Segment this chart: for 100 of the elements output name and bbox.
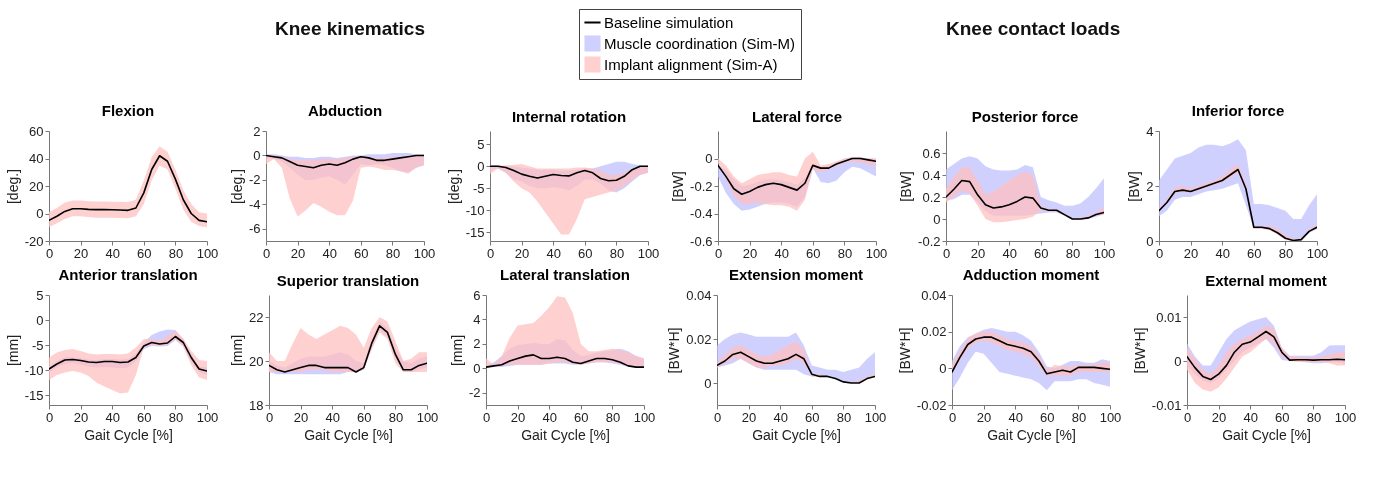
y-axis-title: [BW]	[670, 171, 687, 202]
legend-label: Baseline simulation	[604, 13, 734, 31]
y-axis-title: [deg.]	[4, 168, 21, 205]
x-tick-label: 80	[385, 245, 401, 261]
x-tick-label: 80	[836, 409, 852, 425]
chart-title: Flexion	[101, 102, 155, 119]
y-tick-label: 5	[477, 136, 485, 152]
x-tick-label: 60	[1034, 245, 1049, 261]
x-tick-label: 20	[970, 245, 986, 261]
y-tick-label: 0	[939, 360, 947, 376]
y-tick-label: -15	[465, 224, 485, 240]
x-tick-label: 40	[1243, 409, 1258, 425]
y-tick-label: -0.2	[918, 233, 941, 249]
x-axis-title: Gait Cycle [%]	[84, 426, 173, 443]
x-tick-label: 40	[773, 409, 788, 425]
y-tick-label: 0	[704, 375, 712, 391]
y-axis-title: [mm]	[229, 334, 246, 367]
x-tick-label: 40	[105, 409, 120, 425]
chart-title: Inferior force	[1191, 102, 1285, 119]
y-tick-label: 0	[705, 151, 713, 166]
x-tick-label: 80	[388, 409, 404, 425]
x-tick-label: 0	[1183, 409, 1192, 425]
y-axis-title: [BW*H]	[896, 327, 913, 374]
y-tick-label: -15	[24, 387, 44, 403]
x-tick-label: 40	[1215, 245, 1230, 261]
y-tick-label: 2	[1146, 178, 1154, 194]
y-tick-label: 20	[249, 353, 264, 369]
x-axis-title: Gait Cycle [%]	[987, 426, 1076, 443]
y-tick-label: 60	[29, 123, 44, 139]
y-tick-label: 18	[249, 397, 264, 413]
x-tick-label: 40	[325, 409, 340, 425]
x-tick-label: 100	[633, 409, 656, 425]
y-tick-label: -0.2	[690, 178, 713, 194]
x-tick-label: 100	[1334, 409, 1357, 425]
x-axis-title: Gait Cycle [%]	[521, 426, 610, 443]
x-tick-label: 20	[1183, 245, 1199, 261]
x-tick-label: 20	[514, 245, 530, 261]
x-tick-label: 20	[742, 245, 758, 261]
x-tick-label: 100	[637, 245, 660, 261]
y-axis-title: [deg.]	[445, 168, 462, 205]
x-tick-label: 100	[1093, 245, 1116, 261]
x-tick-label: 80	[837, 245, 853, 261]
y-tick-label: 0	[36, 312, 44, 328]
legend-label: Muscle coordination (Sim-M)	[604, 34, 795, 52]
y-tick-label: -4	[248, 196, 261, 212]
y-tick-label: 6	[473, 287, 481, 303]
y-tick-label: 0	[253, 147, 261, 163]
y-tick-label: 0.04	[686, 287, 712, 303]
x-tick-label: 100	[413, 245, 436, 261]
y-tick-label: 0	[477, 158, 485, 174]
x-tick-label: 80	[1065, 245, 1081, 261]
y-tick-label: -6	[248, 221, 261, 237]
x-tick-label: 80	[1071, 409, 1087, 425]
x-tick-label: 80	[1278, 245, 1294, 261]
y-tick-label: 2	[253, 123, 261, 139]
x-tick-label: 60	[805, 409, 820, 425]
y-axis-title: [BW*H]	[666, 327, 683, 374]
y-tick-label: -2	[248, 172, 261, 188]
y-tick-label: -0.01	[1151, 397, 1182, 413]
x-tick-label: 0	[948, 409, 957, 425]
y-tick-label: 0.4	[922, 167, 941, 183]
x-tick-label: 100	[416, 409, 439, 425]
x-tick-label: 40	[1008, 409, 1023, 425]
y-tick-label: -10	[465, 202, 485, 218]
x-tick-label: 60	[1275, 409, 1290, 425]
chart-title: Lateral force	[751, 108, 843, 125]
chart-title: Anterior translation	[58, 266, 198, 283]
y-tick-label: 0.2	[922, 189, 941, 205]
x-tick-label: 60	[1247, 245, 1262, 261]
chart-title: External moment	[1205, 272, 1327, 289]
y-tick-label: 0	[1146, 233, 1154, 249]
x-tick-label: 80	[168, 245, 184, 261]
y-tick-label: 2	[473, 336, 481, 352]
x-axis-title: Gait Cycle [%]	[304, 426, 393, 443]
x-tick-label: 100	[1306, 245, 1329, 261]
y-tick-label: -0.02	[916, 397, 947, 413]
y-tick-label: -0.4	[690, 206, 713, 221]
x-tick-label: 20	[73, 245, 89, 261]
y-tick-label: -5	[31, 337, 44, 353]
y-tick-label: 0.04	[921, 287, 947, 303]
chart-title: Abduction	[307, 102, 383, 119]
chart-title: Posterior force	[971, 108, 1079, 125]
text: Knee kinematics	[275, 18, 425, 40]
y-tick-label: 0.01	[1156, 309, 1182, 325]
x-tick-label: 60	[357, 409, 372, 425]
x-axis-title: Gait Cycle [%]	[752, 426, 841, 443]
y-tick-label: -10	[24, 362, 44, 378]
y-tick-label: -20	[24, 233, 44, 249]
y-tick-label: -2	[468, 385, 481, 401]
x-tick-label: 100	[196, 409, 219, 425]
y-tick-label: 0	[473, 360, 481, 376]
x-tick-label: 80	[605, 409, 621, 425]
x-tick-label: 80	[1306, 409, 1322, 425]
x-tick-label: 40	[322, 245, 337, 261]
y-axis-title: [BW]	[1126, 171, 1143, 202]
y-tick-label: 20	[29, 178, 44, 194]
chart-title: Extension moment	[728, 266, 864, 283]
x-tick-label: 40	[774, 245, 789, 261]
chart-title: Superior translation	[276, 272, 420, 289]
x-tick-label: 60	[578, 245, 593, 261]
